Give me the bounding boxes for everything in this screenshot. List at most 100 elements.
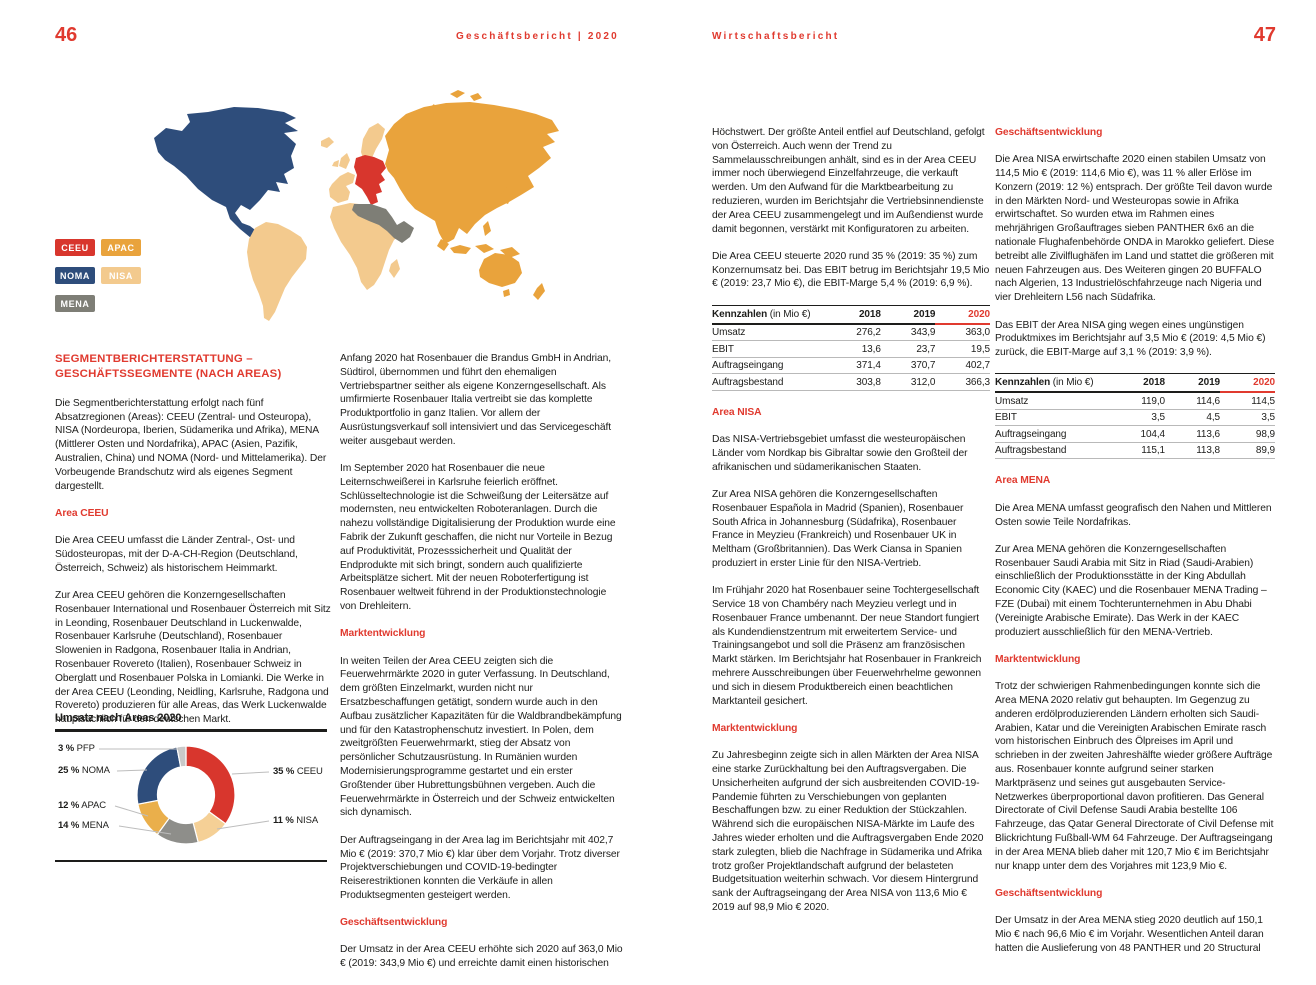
paragraph-nisa-companies: Zur Area NISA gehören die Konzerngesells… (712, 488, 964, 569)
map-region-west-europe (329, 172, 355, 203)
map-region-madagascar (389, 259, 400, 278)
subheading-area-nisa: Area NISA (712, 406, 762, 418)
page-number-left: 46 (55, 24, 78, 46)
paragraph-ebit-nisa: Das EBIT der Area NISA ging wegen eines … (995, 319, 1266, 359)
table-header-2018: 2018 (826, 304, 881, 325)
row-label: Umsatz (995, 392, 1111, 410)
subheading-marktentwicklung-ceeu: Marktentwicklung (340, 628, 426, 640)
row-label: Auftragsbestand (712, 373, 827, 391)
paragraph-ceeu-anteil: Die Area CEEU steuerte 2020 rund 35 % (2… (712, 250, 990, 290)
paragraph-auftragseingang-ceeu: Der Auftragseingang in der Area lag im B… (340, 834, 620, 901)
paragraph-segment-intro: Die Segmentberichterstattung erfolgt nac… (55, 397, 327, 492)
paragraph-markt-ceeu: In weiten Teilen der Area CEEU zeigten s… (340, 655, 622, 819)
map-region-scandinavia (361, 123, 385, 162)
map-region-australia (479, 253, 522, 287)
cell-2019: 343,9 (880, 323, 935, 342)
subheading-geschaeftsentwicklung-nisa: Geschäftsentwicklung (995, 127, 1103, 138)
cell-2018: 303,8 (826, 373, 881, 391)
map-region-arctic-islands (450, 90, 465, 98)
map-region-sulawesi (475, 244, 494, 253)
table-row: EBIT 3,5 4,5 3,5 (995, 409, 1275, 427)
table-row: Auftragsbestand 303,8 312,0 366,3 (712, 373, 990, 391)
cell-2020: 19,5 (935, 340, 990, 358)
cell-2019: 113,6 (1165, 425, 1220, 443)
map-region-borneo (450, 245, 471, 254)
map-region-ireland (332, 160, 339, 167)
map-region-arctic-islands-2 (470, 93, 482, 101)
report-spread: { "brand": { "accent_red": "#e03a2f", "n… (55, 24, 1276, 970)
map-region-tasmania (503, 289, 510, 297)
row-label: Auftragseingang (995, 425, 1111, 443)
table-header-2020: 2020 (1220, 373, 1275, 394)
donut-svg (99, 744, 270, 845)
paragraph-nisa-gebiet: Das NISA-Vertriebsgebiet umfasst die wes… (712, 434, 968, 473)
subheading-geschaeftsentwicklung-mena: Geschäftsentwicklung (995, 887, 1103, 899)
paragraph-ceeu-companies: Zur Area CEEU gehören die Konzerngesells… (55, 590, 331, 726)
paragraph-markt-nisa: Zu Jahresbeginn zeigte sich in allen Mär… (712, 750, 984, 913)
legend-badge-mena: MENA (55, 295, 95, 312)
cell-2018: 115,1 (1110, 442, 1165, 460)
cell-2020: 114,5 (1220, 392, 1275, 410)
cell-2018: 13,6 (826, 340, 881, 358)
subheading-marktentwicklung-mena: Marktentwicklung (995, 653, 1081, 665)
kennzahlen-table-nisa: Kennzahlen (in Mio €) 2018 2019 2020 Ums… (995, 373, 1275, 460)
legend-badge-noma: NOMA (55, 267, 95, 284)
cell-2019: 4,5 (1165, 409, 1220, 427)
leader-noma (116, 769, 148, 771)
cell-2020: 98,9 (1220, 425, 1275, 443)
row-label: Umsatz (712, 323, 827, 342)
paragraph-hoechstwert: Höchstwert. Der größte Anteil entfiel au… (712, 127, 985, 235)
legend-badge-ceeu: CEEU (55, 239, 95, 256)
running-title-left: Geschäftsbericht | 2020 (456, 31, 619, 42)
leader-mena (118, 825, 172, 834)
leader-nisa (216, 820, 270, 829)
legend-badge-apac: APAC (101, 239, 141, 256)
cell-2019: 370,7 (880, 357, 935, 375)
paragraph-umsatz-nisa: Die Area NISA erwirtschafte 2020 einen s… (995, 154, 1275, 304)
chart-rule-top (55, 729, 327, 732)
paragraph-umsatz-ceeu: Der Umsatz in der Area CEEU erhöhte sich… (340, 944, 623, 970)
table-row: Umsatz 119,0 114,6 114,5 (995, 392, 1275, 410)
subheading-geschaeftsentwicklung-ceeu: Geschäftsentwicklung (340, 917, 448, 929)
map-region-uk (339, 153, 350, 169)
map-region-ceeu (354, 155, 386, 205)
donut-slices (136, 744, 236, 845)
paragraph-mena-companies: Zur Area MENA gehören die Konzerngesells… (995, 543, 1267, 638)
subheading-area-mena: Area MENA (995, 475, 1051, 487)
subheading-marktentwicklung-nisa: Marktentwicklung (712, 722, 798, 734)
table-header-row: Kennzahlen (in Mio €) 2018 2019 2020 (712, 304, 990, 325)
table-header-2020: 2020 (935, 304, 990, 325)
row-label: EBIT (995, 409, 1111, 427)
section-heading: SEGMENTBERICHTERSTATTUNG – GESCHÄFTSSEGM… (55, 353, 282, 381)
kennzahlen-table-ceeu: Kennzahlen (in Mio €) 2018 2019 2020 Ums… (712, 304, 990, 391)
cell-2018: 3,5 (1110, 409, 1165, 427)
cell-2018: 276,2 (826, 323, 881, 342)
map-region-apac (385, 102, 559, 244)
cell-2018: 119,0 (1110, 392, 1165, 410)
world-map (138, 76, 663, 352)
legend-badge-nisa: NISA (101, 267, 141, 284)
table-header-row: Kennzahlen (in Mio €) 2018 2019 2020 (995, 373, 1275, 394)
pie-label-ceeu: 35 % CEEU (273, 765, 323, 777)
table-header-2019: 2019 (1165, 373, 1220, 394)
pie-label-mena: 14 % MENA (58, 819, 109, 831)
cell-2019: 114,6 (1165, 392, 1220, 410)
map-region-south-america (247, 222, 307, 321)
table-header-2019: 2019 (880, 304, 935, 325)
row-label: EBIT (712, 340, 827, 358)
subheading-area-ceeu: Area CEEU (55, 507, 109, 519)
page47-column2: Geschäftsentwicklung Die Area NISA erwir… (995, 126, 1275, 969)
cell-2020: 402,7 (935, 357, 990, 375)
map-region-iceland (321, 137, 334, 148)
pie-label-nisa: 11 % NISA (273, 814, 319, 826)
world-map-svg (154, 90, 559, 321)
table-row: EBIT 13,6 23,7 19,5 (712, 340, 990, 358)
table-header-kennzahlen: Kennzahlen (in Mio €) (995, 373, 1111, 394)
paragraph-brandus: Anfang 2020 hat Rosenbauer die Brandus G… (340, 353, 612, 447)
running-title-right: Wirtschaftsbericht (712, 31, 840, 42)
map-region-new-zealand (533, 283, 545, 300)
donut-chart: 3 % PFP 25 % NOMA 12 % APAC 14 % MENA 35… (55, 734, 327, 858)
row-label: Auftragsbestand (995, 442, 1111, 460)
map-region-sumatra (437, 239, 449, 251)
donut-slice-noma (136, 745, 182, 805)
